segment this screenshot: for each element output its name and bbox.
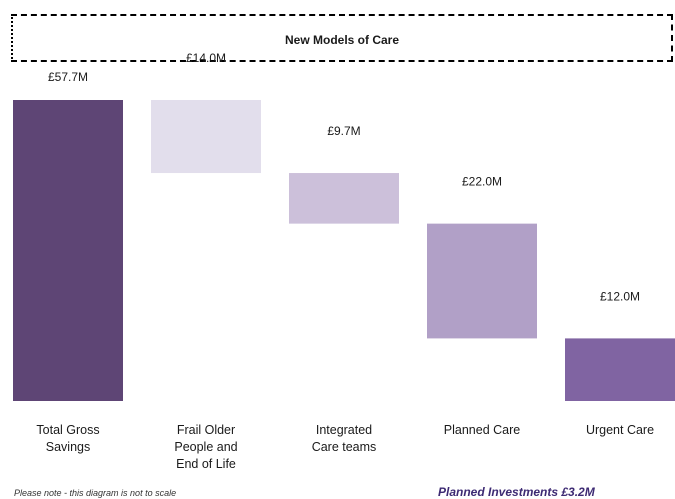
planned-investments-note: Planned Investments £3.2M bbox=[438, 485, 595, 499]
bar-1 bbox=[151, 100, 261, 174]
category-label-1-0: Frail Older bbox=[177, 423, 235, 437]
category-label-0-1: Savings bbox=[46, 440, 90, 454]
value-label-0: £57.7M bbox=[48, 70, 88, 84]
category-label-2-1: Care teams bbox=[312, 440, 377, 454]
category-label-2-0: Integrated bbox=[316, 423, 372, 437]
chart-title-box: New Models of Care bbox=[11, 14, 673, 62]
value-label-2: £9.7M bbox=[327, 124, 360, 138]
bar-4 bbox=[565, 338, 675, 401]
value-label-1: £14.0M bbox=[186, 51, 226, 65]
category-label-1-2: End of Life bbox=[176, 457, 236, 471]
bar-0 bbox=[13, 100, 123, 401]
category-label-0-0: Total Gross bbox=[36, 423, 99, 437]
value-label-3: £22.0M bbox=[462, 175, 502, 189]
category-label-1-1: People and bbox=[174, 440, 237, 454]
category-label-4-0: Urgent Care bbox=[586, 423, 654, 437]
bar-3 bbox=[427, 223, 537, 339]
category-label-3-0: Planned Care bbox=[444, 423, 520, 437]
bar-2 bbox=[289, 173, 399, 224]
value-label-4: £12.0M bbox=[600, 289, 640, 303]
chart-title: New Models of Care bbox=[284, 33, 400, 47]
scale-note: Please note - this diagram is not to sca… bbox=[14, 488, 177, 498]
